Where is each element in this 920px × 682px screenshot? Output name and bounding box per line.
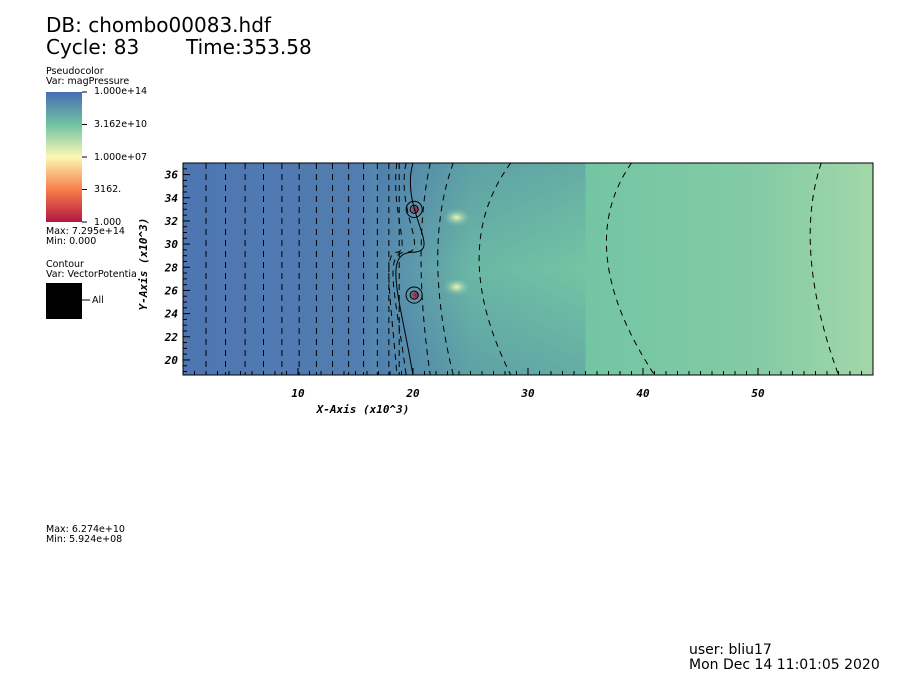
colorbar-tick-label: 3162. (94, 184, 122, 195)
contour-legend-var: Var: VectorPotentia (46, 269, 137, 280)
bright-spot (442, 277, 471, 296)
contour-line (809, 163, 839, 375)
contour-loop (409, 290, 419, 300)
y-tick-label: 20 (164, 354, 179, 367)
x-axis-title: X-Axis (x10^3) (316, 403, 410, 416)
contour-loop (405, 200, 423, 218)
x-tick-label: 40 (636, 387, 650, 400)
colorbar-tick-label: 3.162e+10 (94, 119, 148, 130)
y-tick-label: 26 (164, 284, 179, 297)
pseudocolor-legend-var: Var: magPressure (46, 76, 130, 87)
contour-legend-title: Contour (46, 259, 84, 270)
x-tick-label: 30 (520, 387, 535, 400)
contour-min: Min: 5.924e+08 (46, 534, 123, 545)
y-tick-label: 36 (164, 169, 179, 182)
pseudocolor-legend-title: Pseudocolor (46, 66, 104, 77)
y-tick-label: 24 (164, 308, 179, 321)
y-tick-label: 34 (164, 192, 179, 205)
contour-legend-swatch (46, 283, 82, 319)
pseudocolor-min: Min: 0.000 (46, 236, 97, 247)
user-label: user: bliu17 (689, 642, 772, 658)
y-tick-label: 32 (164, 215, 179, 228)
contour-line (605, 163, 655, 375)
heatmap-field (183, 163, 873, 375)
contour-legend-entry: All (92, 295, 104, 306)
database-name: DB: chombo00083.hdf (46, 13, 271, 37)
contour-line (478, 163, 512, 375)
contour-max: Max: 6.274e+10 (46, 524, 125, 535)
x-tick-label: 20 (405, 387, 420, 400)
timestamp-label: Mon Dec 14 11:01:05 2020 (689, 657, 880, 673)
y-tick-label: 22 (164, 331, 179, 344)
contour-loop (409, 204, 419, 214)
bright-spot (442, 208, 471, 227)
contour-loop (405, 286, 423, 304)
heatmap-shading (378, 163, 586, 375)
y-tick-label: 30 (164, 238, 179, 251)
time-label: Time:353.58 (186, 35, 312, 59)
y-axis-title: Y-Axis (x10^3) (137, 218, 150, 311)
colorbar-tick-label: 1.000 (94, 217, 122, 228)
contour-line (392, 163, 416, 375)
x-tick-label: 10 (291, 387, 305, 400)
cycle-label: Cycle: 83 (46, 35, 140, 59)
colorbar-tick-label: 1.000e+07 (94, 152, 148, 163)
contour-line (388, 163, 403, 375)
colorbar-tick-label: 1.000e+14 (94, 86, 148, 97)
pseudocolor-max: Max: 7.295e+14 (46, 226, 125, 237)
contour-line (437, 163, 454, 375)
colorbar (46, 92, 82, 222)
x-tick-label: 50 (751, 387, 765, 400)
y-tick-label: 28 (164, 261, 179, 274)
